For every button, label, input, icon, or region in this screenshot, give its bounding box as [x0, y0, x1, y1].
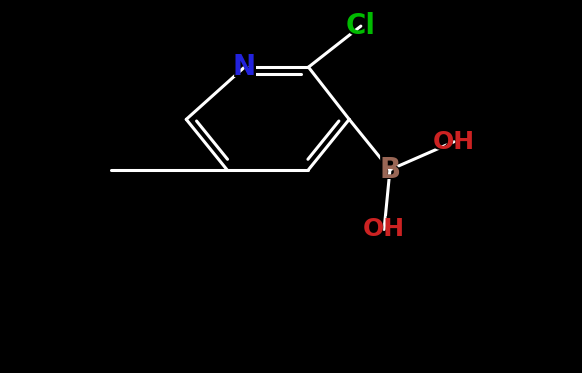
Text: OH: OH — [428, 127, 480, 156]
Text: OH: OH — [359, 215, 410, 244]
Text: Cl: Cl — [346, 12, 376, 40]
Text: OH: OH — [363, 217, 405, 241]
Text: N: N — [233, 53, 256, 81]
Text: Cl: Cl — [343, 10, 379, 43]
Text: B: B — [379, 156, 400, 184]
Text: B: B — [377, 153, 403, 186]
Text: N: N — [230, 51, 258, 84]
Text: OH: OH — [433, 130, 475, 154]
